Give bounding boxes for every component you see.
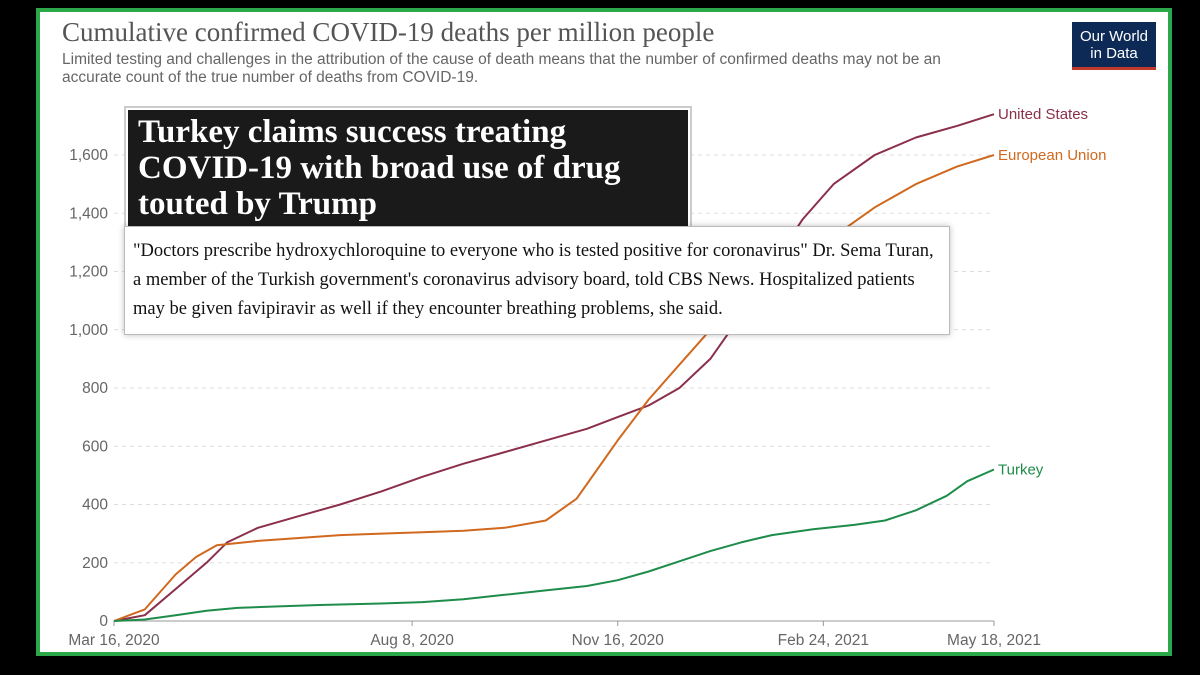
y-tick-label: 1,200: [69, 264, 108, 281]
y-tick-label: 0: [99, 613, 108, 630]
series-label: United States: [998, 106, 1088, 123]
y-tick-label: 1,000: [69, 322, 108, 339]
x-tick-label: Aug 8, 2020: [370, 632, 454, 649]
owid-logo-line2: in Data: [1090, 45, 1138, 62]
y-tick-label: 800: [82, 380, 108, 397]
x-tick-label: Nov 16, 2020: [572, 632, 665, 649]
series-line-turkey[interactable]: [113, 468, 995, 622]
news-quote: "Doctors prescribe hydroxychloroquine to…: [124, 226, 950, 335]
owid-logo-line1: Our World: [1079, 28, 1149, 45]
y-tick-label: 600: [82, 438, 108, 455]
y-tick-label: 200: [82, 555, 108, 572]
series-label: European Union: [998, 147, 1106, 164]
news-headline: Turkey claims success treating COVID-19 …: [124, 106, 692, 234]
series-label: Turkey: [998, 462, 1044, 479]
line-chart: Cumulative confirmed COVID-19 deaths per…: [62, 17, 1106, 649]
chart-subtitle-line2: accurate count of the true number of dea…: [62, 69, 478, 86]
chart-subtitle-line1: Limited testing and challenges in the at…: [62, 51, 941, 68]
screenshot-frame: Cumulative confirmed COVID-19 deaths per…: [36, 8, 1172, 656]
owid-logo[interactable]: Our World in Data: [1072, 22, 1156, 70]
chart-title: Cumulative confirmed COVID-19 deaths per…: [62, 17, 714, 47]
x-tick-label: May 18, 2021: [947, 632, 1041, 649]
series-line-united-states[interactable]: [113, 113, 995, 622]
x-tick-label: Feb 24, 2021: [778, 632, 869, 649]
y-tick-label: 400: [82, 497, 108, 514]
x-tick-label: Mar 16, 2020: [68, 632, 160, 649]
y-tick-label: 1,600: [69, 147, 108, 164]
y-tick-label: 1,400: [69, 205, 108, 222]
series-labels: United States European Union Turkey: [998, 106, 1106, 478]
